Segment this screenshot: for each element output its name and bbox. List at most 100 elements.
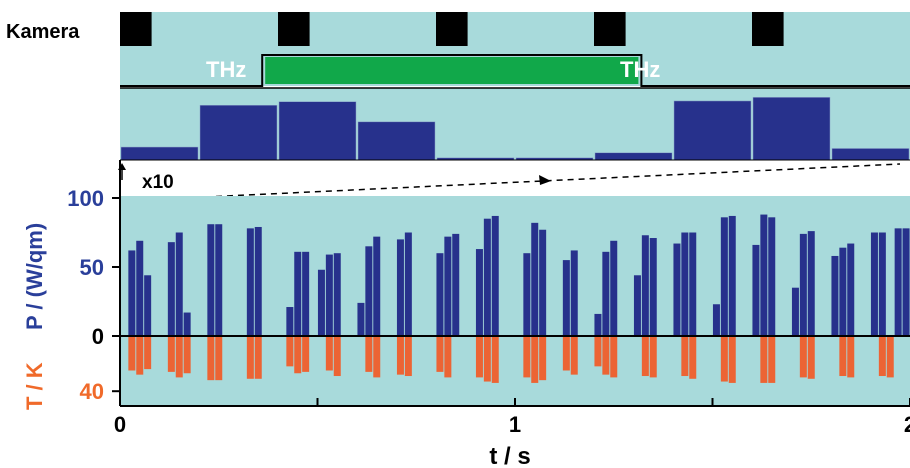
- p-bar-53: [870, 232, 878, 336]
- p-bar-48: [799, 233, 807, 336]
- p-bar-54: [878, 232, 886, 336]
- camera-label: Kamera: [6, 21, 80, 43]
- p-bar-12: [302, 251, 310, 336]
- temperature-bars: [128, 336, 894, 383]
- p-bar-44: [752, 244, 760, 336]
- p-bar-13: [317, 269, 325, 336]
- x-tick-label-2: 2: [904, 412, 910, 437]
- p-bar-30: [562, 260, 570, 336]
- p-bar-35: [633, 275, 641, 336]
- y-tick-label-0: 100: [67, 186, 104, 211]
- p-bar-27: [523, 253, 531, 336]
- camera-pulse-3: [594, 12, 626, 46]
- t-bar-25: [531, 336, 539, 383]
- p-bar-47: [791, 287, 799, 336]
- camera-pulse-1: [278, 12, 310, 46]
- p-bar-15: [333, 253, 341, 336]
- p-bar-17: [365, 246, 373, 336]
- t-bar-23: [491, 336, 499, 383]
- p-bar-37: [649, 238, 657, 336]
- camera-pulse-4: [752, 12, 784, 46]
- power-bars: [128, 214, 910, 336]
- p-bar-21: [436, 253, 444, 336]
- x-tick-label-0: 0: [114, 412, 126, 437]
- t-bar-14: [333, 336, 341, 377]
- p-bar-0: [128, 250, 136, 336]
- t-bar-17: [396, 336, 404, 375]
- y-axis-title-temperature: T / K: [22, 362, 47, 410]
- t-bar-19: [436, 336, 444, 372]
- t-bar-39: [768, 336, 776, 383]
- zoom-bar-9: [831, 148, 910, 161]
- zoom-bar-0: [120, 146, 199, 161]
- zoom-bar-6: [594, 152, 673, 161]
- p-bar-26: [491, 215, 499, 336]
- t-bar-36: [720, 336, 728, 382]
- p-bar-18: [373, 236, 381, 336]
- t-bar-0: [128, 336, 136, 371]
- p-bar-39: [681, 232, 689, 336]
- p-bar-46: [768, 217, 776, 336]
- t-bar-31: [610, 336, 618, 378]
- plot-bg: [120, 196, 910, 406]
- t-bar-1: [136, 336, 144, 375]
- x-tick-label-1: 1: [509, 412, 521, 437]
- t-bar-22: [483, 336, 491, 382]
- p-bar-14: [325, 254, 333, 336]
- t-bar-6: [207, 336, 215, 381]
- p-bar-40: [689, 232, 697, 336]
- x-axis-title: t / s: [489, 443, 530, 468]
- p-bar-55: [894, 228, 902, 336]
- t-bar-32: [641, 336, 649, 377]
- thz-pulse-0: [265, 57, 639, 84]
- dashed-diagonal: [204, 163, 901, 198]
- p-bar-45: [760, 214, 768, 336]
- t-bar-12: [302, 336, 310, 372]
- zoom-bar-3: [357, 121, 436, 161]
- t-bar-44: [878, 336, 886, 377]
- p-bar-28: [531, 222, 539, 336]
- t-bar-37: [728, 336, 736, 383]
- t-bar-45: [886, 336, 894, 378]
- t-bar-27: [562, 336, 570, 371]
- p-bar-25: [483, 218, 491, 336]
- y-ticks: 100 50 0 40: [67, 186, 120, 404]
- p-bar-33: [602, 251, 610, 336]
- t-bar-42: [839, 336, 847, 377]
- p-bar-32: [594, 313, 602, 336]
- y-tick-label-2: 0: [92, 324, 104, 349]
- p-bar-5: [183, 312, 191, 336]
- y-axis-title-power: P / (W/qm): [22, 223, 47, 330]
- p-bar-16: [357, 302, 365, 336]
- p-bar-56: [902, 228, 910, 336]
- p-bar-10: [286, 307, 294, 336]
- t-bar-7: [215, 336, 223, 381]
- p-bar-42: [720, 217, 728, 336]
- t-bar-16: [373, 336, 381, 378]
- zoom-bars: [120, 97, 910, 161]
- t-bar-20: [444, 336, 452, 378]
- t-bar-9: [254, 336, 262, 379]
- p-bar-49: [807, 231, 815, 336]
- t-bar-40: [799, 336, 807, 378]
- t-bar-13: [325, 336, 333, 371]
- p-bar-7: [215, 224, 223, 336]
- t-bar-26: [539, 336, 547, 381]
- t-bar-28: [570, 336, 578, 375]
- t-bar-33: [649, 336, 657, 378]
- dashed-diagonal-arrowhead: [539, 175, 551, 185]
- t-bar-24: [523, 336, 531, 378]
- p-bar-50: [831, 255, 839, 336]
- t-bar-15: [365, 336, 373, 372]
- p-bar-6: [207, 224, 215, 336]
- p-bar-8: [246, 228, 254, 336]
- thz-label-1: THz: [206, 57, 246, 82]
- zoom-bar-8: [752, 97, 831, 161]
- p-bar-41: [712, 304, 720, 336]
- t-bar-35: [689, 336, 697, 379]
- t-bar-30: [602, 336, 610, 375]
- thz-boxes: [265, 57, 639, 84]
- zoom-bar-7: [673, 100, 752, 161]
- zoom-bar-1: [199, 105, 278, 161]
